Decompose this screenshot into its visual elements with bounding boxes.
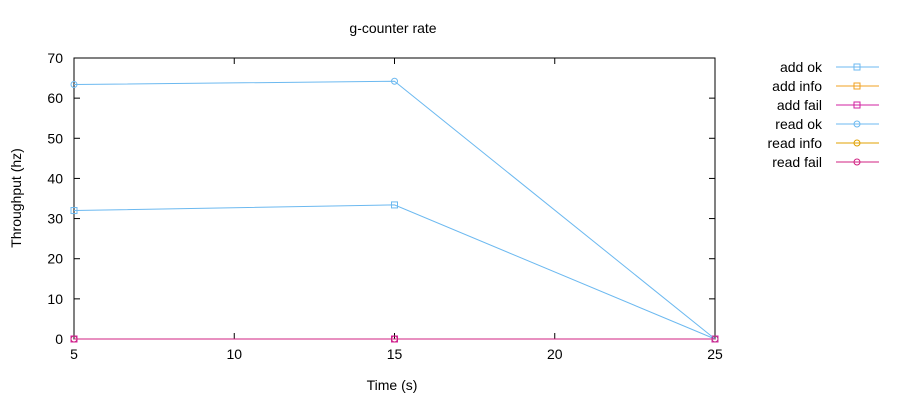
plot-area: 0 10 20 30 40 50 60 70 5 10 15 20 25 (47, 50, 723, 362)
x-tick-label: 15 (387, 346, 403, 362)
series-read-fail (70, 335, 719, 343)
legend-label-add-ok: add ok (780, 59, 823, 75)
legend-marker-read-info (853, 139, 861, 147)
legend: add ok add info add fail read ok read info re… (768, 59, 879, 170)
series-line-add-ok (73, 204, 716, 340)
legend-marker-add-ok (853, 63, 861, 71)
legend-item-add-info: add info (772, 78, 879, 94)
x-tick-label: 5 (70, 346, 78, 362)
legend-label-add-fail: add fail (777, 97, 822, 113)
series-line-read-ok (73, 80, 716, 340)
legend-item-add-ok: add ok (780, 59, 879, 75)
legend-marker-read-fail (853, 158, 861, 166)
x-tick-label: 10 (226, 346, 242, 362)
series-read-ok (70, 77, 719, 343)
data-point-read-fail (70, 335, 78, 343)
y-tick-label: 40 (47, 170, 63, 186)
data-point-read-fail (711, 335, 719, 343)
chart-title: g-counter rate (349, 20, 436, 36)
legend-item-read-info: read info (768, 135, 879, 151)
legend-marker-add-fail (853, 101, 861, 109)
data-point-read-ok (70, 80, 78, 88)
legend-label-add-info: add info (772, 78, 822, 94)
x-axis-label: Time (s) (367, 377, 418, 393)
y-tick-label: 70 (47, 50, 63, 66)
y-tick-label: 10 (47, 291, 63, 307)
y-tick-label: 50 (47, 130, 63, 146)
legend-label-read-ok: read ok (775, 116, 823, 132)
series-add-ok (70, 201, 719, 343)
legend-item-read-ok: read ok (775, 116, 879, 132)
y-tick-label: 20 (47, 251, 63, 267)
data-point-read-fail (391, 335, 398, 343)
legend-item-read-fail: read fail (772, 154, 879, 170)
data-point-add-ok (70, 207, 78, 215)
legend-label-read-info: read info (768, 135, 823, 151)
x-tick-label: 20 (547, 346, 563, 362)
legend-label-read-fail: read fail (772, 154, 822, 170)
x-tick-label: 25 (707, 346, 723, 362)
y-tick-label: 60 (47, 90, 63, 106)
data-point-read-ok (391, 77, 398, 85)
legend-marker-read-ok (853, 120, 861, 128)
series-layer (70, 77, 719, 343)
y-tick-label: 30 (47, 211, 63, 227)
legend-item-add-fail: add fail (777, 97, 879, 113)
y-tick-label: 0 (55, 331, 63, 347)
data-point-add-ok (391, 201, 398, 209)
plot-frame (73, 57, 716, 340)
y-axis-label: Throughput (hz) (8, 148, 24, 248)
legend-marker-add-info (853, 82, 861, 90)
